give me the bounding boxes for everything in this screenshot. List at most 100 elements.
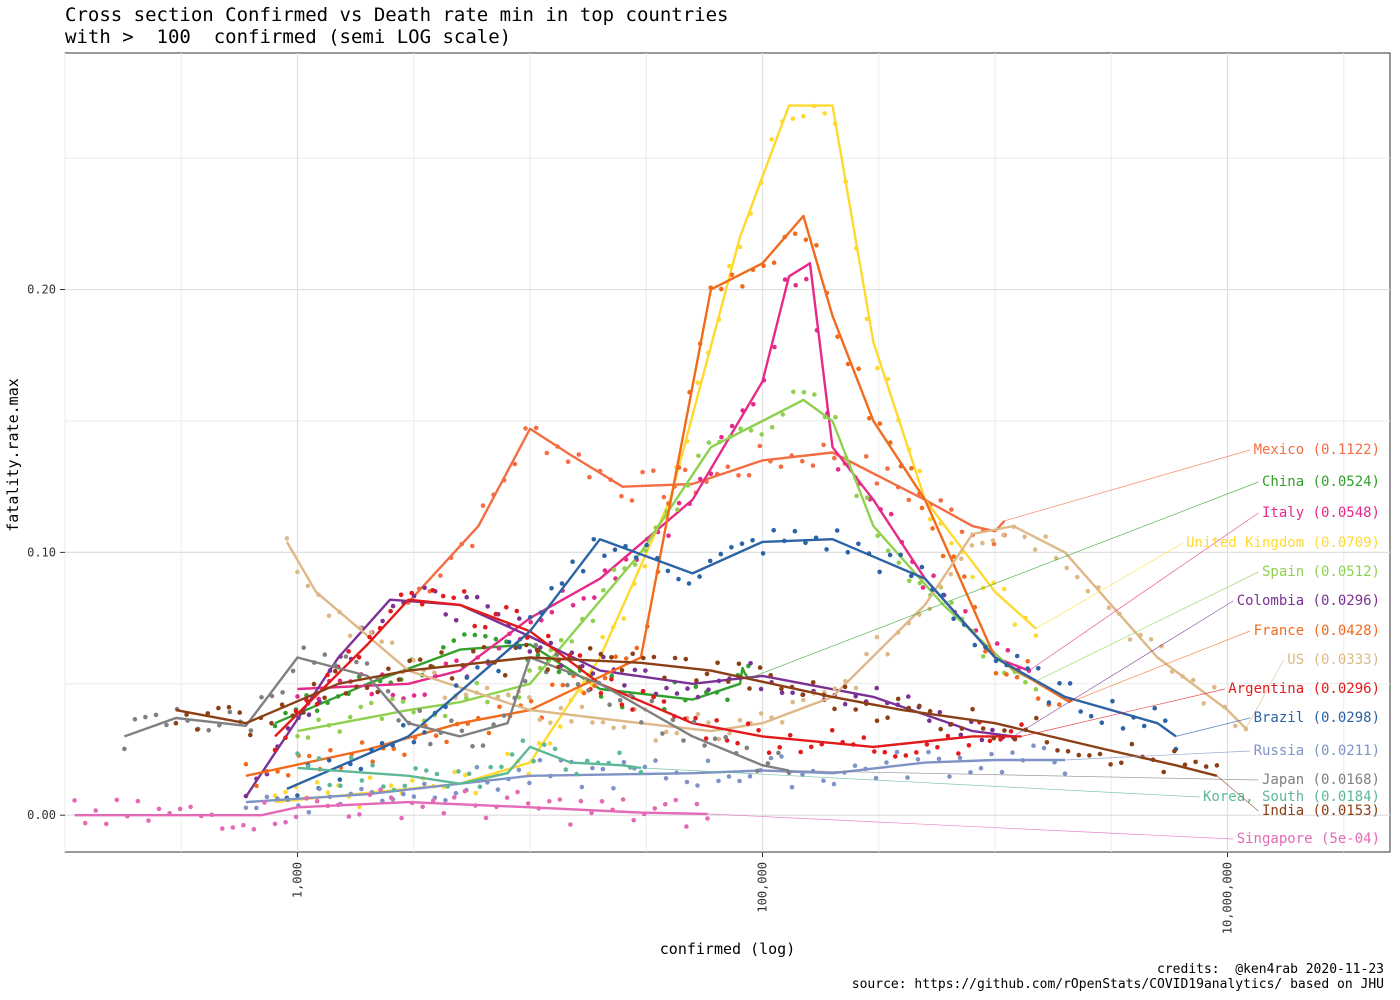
data-point-mexico (863, 454, 869, 459)
data-point-russia (453, 790, 459, 796)
data-point-france (782, 234, 787, 240)
data-point-singapore (409, 800, 415, 806)
data-point-singapore (504, 795, 510, 800)
data-point-italy (708, 471, 714, 477)
data-point-russia (695, 783, 700, 788)
data-point-india (1203, 764, 1209, 769)
data-point-argentina (787, 732, 793, 738)
data-point-france (275, 769, 280, 774)
data-point-japan (512, 695, 517, 701)
data-point-russia (579, 784, 585, 790)
data-point-russia (537, 757, 543, 763)
data-point-colombia (895, 702, 901, 708)
data-point-singapore (82, 820, 88, 826)
data-point-france (1025, 659, 1030, 664)
data-point-france (359, 740, 365, 745)
data-point-japan (533, 642, 539, 648)
data-point-us (695, 712, 701, 717)
data-point-colombia (958, 732, 964, 738)
data-point-singapore (684, 824, 689, 829)
data-point-argentina (525, 635, 530, 640)
data-point-japan (586, 688, 591, 693)
data-point-us (1243, 726, 1249, 732)
data-point-italy (549, 609, 555, 615)
data-point-russia (894, 749, 900, 755)
data-point-mexico (768, 458, 773, 464)
data-point-us (1127, 637, 1133, 642)
data-point-brazil (1141, 723, 1147, 729)
data-point-us (611, 725, 616, 731)
data-point-india (906, 705, 912, 711)
data-point-us (305, 583, 311, 589)
data-point-united-kingdom (927, 516, 933, 522)
data-point-france (307, 753, 312, 759)
data-point-russia (254, 805, 259, 811)
label-leader-us (1245, 659, 1284, 729)
data-point-singapore (93, 808, 98, 813)
data-point-italy (910, 559, 915, 565)
data-point-united-kingdom (367, 775, 373, 780)
data-point-colombia (758, 686, 764, 692)
data-point-india (258, 715, 264, 721)
data-point-singapore (293, 814, 299, 820)
data-point-brazil (1067, 681, 1073, 686)
data-point-us (621, 724, 627, 730)
series-line-brazil (286, 538, 1177, 791)
data-point-italy (1005, 648, 1011, 653)
data-point-mexico (512, 461, 518, 467)
data-point-italy (751, 402, 756, 407)
data-point-colombia (453, 618, 459, 623)
data-point-russia (243, 805, 249, 811)
data-point-us (853, 685, 859, 691)
data-point-united-kingdom (949, 540, 954, 546)
series-line-italy (297, 262, 1030, 691)
data-point-france (592, 683, 597, 689)
data-point-india (481, 645, 487, 650)
data-point-singapore (652, 806, 658, 811)
data-point-russia (485, 780, 490, 785)
data-point-france (486, 730, 492, 736)
data-point-us (1064, 565, 1069, 571)
data-point-us (1138, 632, 1143, 638)
data-point-us (1180, 674, 1185, 679)
data-point-italy (719, 434, 724, 440)
data-point-united-kingdom (536, 740, 542, 746)
data-point-india (556, 664, 561, 670)
data-point-colombia (548, 640, 554, 646)
data-point-brazil (729, 545, 734, 550)
data-point-singapore (578, 798, 584, 804)
data-point-france (254, 783, 259, 789)
data-point-india (460, 663, 466, 668)
data-point-singapore (262, 800, 267, 805)
data-point-russia (359, 786, 364, 792)
data-point-russia (705, 758, 711, 764)
data-point-brazil (1057, 681, 1062, 686)
data-point-brazil (369, 747, 374, 753)
data-point-us (442, 695, 448, 701)
data-point-france (856, 366, 861, 372)
data-point-china (377, 678, 383, 684)
data-point-us (758, 711, 764, 716)
data-point-us (1075, 574, 1080, 580)
data-point-india (832, 706, 837, 712)
series-korea-south (295, 738, 644, 793)
data-point-united-kingdom (632, 581, 637, 586)
data-point-colombia (937, 710, 943, 715)
data-point-us (1233, 723, 1238, 729)
data-point-japan (406, 720, 412, 726)
data-point-brazil (1163, 718, 1168, 723)
data-point-russia (905, 775, 910, 780)
data-point-japan (143, 714, 148, 720)
data-point-colombia (517, 616, 522, 621)
data-point-japan (259, 695, 264, 700)
data-point-russia (443, 798, 448, 803)
data-point-mexico (906, 497, 912, 503)
data-point-us (885, 652, 890, 657)
data-point-argentina (356, 655, 362, 660)
series-label-india: India (0.0153) (1262, 803, 1380, 819)
data-point-mexico (448, 555, 454, 560)
data-point-argentina (388, 608, 393, 614)
data-point-brazil (993, 658, 999, 664)
data-point-mexico (523, 426, 528, 431)
data-point-india (216, 705, 221, 711)
